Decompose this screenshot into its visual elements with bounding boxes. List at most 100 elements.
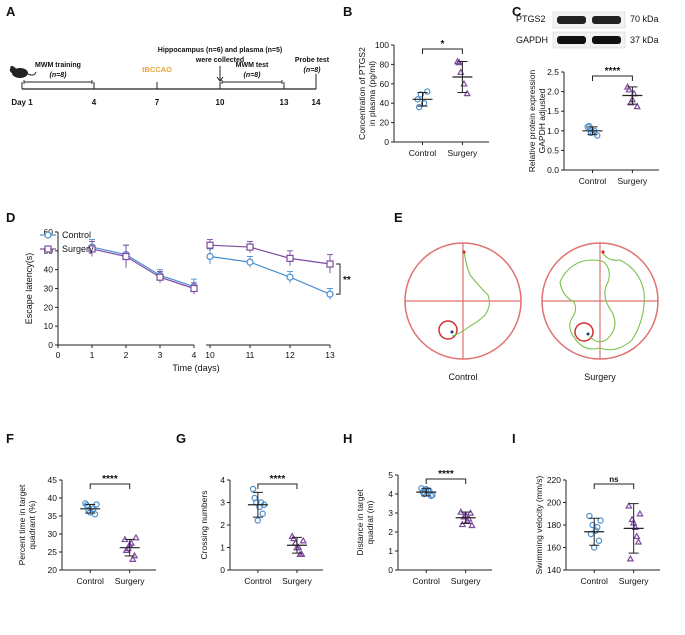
y-tick-label: 2 bbox=[220, 520, 225, 530]
x-tick-label: 11 bbox=[246, 350, 255, 360]
y-tick-label: 160 bbox=[547, 543, 561, 553]
data-point-control bbox=[326, 290, 334, 298]
data-point-surgery bbox=[130, 551, 139, 559]
data-point-surgery bbox=[633, 102, 641, 110]
x-tick-label: Surgery bbox=[619, 576, 650, 586]
significance-bracket bbox=[89, 483, 131, 489]
significance-bracket bbox=[592, 75, 633, 81]
panel-label-d: D bbox=[6, 210, 15, 225]
data-point-control bbox=[83, 502, 91, 509]
significance-label: ** bbox=[343, 275, 351, 286]
y-tick-label: 40 bbox=[48, 493, 58, 503]
y-tick-label: 3 bbox=[220, 498, 225, 508]
data-point-control bbox=[597, 517, 604, 524]
y-axis-label: quadrat (m) bbox=[365, 500, 375, 544]
y-tick-label: 1.0 bbox=[547, 126, 559, 136]
timeline-day-13: 13 bbox=[280, 98, 289, 107]
y-axis-label: GAPDH adjusted bbox=[537, 88, 547, 153]
series-line-surgery bbox=[91, 248, 195, 290]
y-tick-label: 140 bbox=[547, 565, 561, 575]
maze-label-surgery: Surgery bbox=[584, 372, 616, 382]
data-point-surgery bbox=[296, 550, 304, 558]
x-tick-label: 12 bbox=[285, 350, 295, 360]
mwm-test-n: (n=8) bbox=[244, 72, 262, 79]
panel-label-h: H bbox=[343, 431, 352, 446]
legend-label-control: Control bbox=[62, 230, 91, 240]
y-tick-label: 0 bbox=[48, 340, 53, 350]
series-line-surgery bbox=[209, 244, 331, 265]
data-point-surgery bbox=[206, 241, 214, 249]
x-tick-label: Control bbox=[409, 148, 437, 158]
x-tick-label: 0 bbox=[56, 350, 61, 360]
x-tick-label: Surgery bbox=[282, 576, 313, 586]
series-line-control bbox=[91, 246, 195, 288]
y-tick-label: 0.5 bbox=[547, 145, 559, 155]
western-blot: PTGS2 GAPDH 70 kDa 37 kDa bbox=[516, 11, 659, 49]
data-point-control bbox=[595, 537, 603, 544]
panel-label-c: C bbox=[512, 4, 522, 19]
data-point-control bbox=[417, 91, 425, 98]
data-point-control bbox=[424, 88, 431, 95]
tbccao-label: tBCCAO bbox=[142, 65, 172, 74]
y-tick-label: 180 bbox=[547, 520, 561, 530]
y-tick-label: 0 bbox=[384, 137, 389, 147]
chart-crossing-numbers: 0 1 2 3 4 Crossing numbers Control Surgery **** bbox=[199, 474, 323, 586]
data-point-control bbox=[416, 103, 423, 111]
x-tick-label: 10 bbox=[205, 350, 215, 360]
blot-label-ptgs2: PTGS2 bbox=[516, 14, 546, 24]
significance-label: **** bbox=[270, 474, 286, 485]
data-point-surgery bbox=[468, 521, 476, 529]
y-tick-label: 0 bbox=[220, 565, 225, 575]
data-point-control bbox=[206, 252, 214, 261]
x-tick-label: Control bbox=[76, 576, 104, 586]
y-tick-label: 45 bbox=[48, 475, 58, 485]
x-tick-label: 2 bbox=[124, 350, 129, 360]
significance-bracket bbox=[425, 478, 467, 484]
timeline-day-7: 7 bbox=[155, 98, 160, 107]
significance-bracket bbox=[422, 48, 463, 54]
x-tick-label: 13 bbox=[325, 350, 335, 360]
maze-panel: Control Surgery bbox=[404, 242, 659, 382]
x-tick-label: 1 bbox=[90, 350, 95, 360]
y-axis-label: Concentration of PTGS2 bbox=[357, 47, 367, 140]
data-point-surgery bbox=[88, 245, 96, 253]
data-point-surgery bbox=[156, 273, 164, 281]
collection-label-line2: were collected bbox=[195, 57, 244, 64]
x-tick-label: Control bbox=[244, 576, 272, 586]
data-point-control bbox=[251, 494, 258, 502]
y-tick-label: 5 bbox=[388, 470, 393, 480]
y-tick-label: 20 bbox=[44, 302, 54, 312]
significance-label: **** bbox=[102, 474, 118, 485]
panel-label-e: E bbox=[394, 210, 403, 225]
data-point-surgery bbox=[463, 89, 471, 97]
panel-label-f: F bbox=[6, 431, 14, 446]
x-tick-label: Surgery bbox=[451, 576, 482, 586]
y-axis-label: Percent time in target bbox=[17, 484, 27, 565]
timeline-day-14: 14 bbox=[312, 98, 321, 107]
mwm-training-n: (n=8) bbox=[50, 72, 68, 79]
chart-relative-protein-expression: 0.0 0.5 1.0 1.5 2.0 2.5 Relative protein expre… bbox=[527, 66, 659, 186]
data-point-surgery bbox=[625, 501, 633, 509]
y-tick-label: 10 bbox=[44, 321, 54, 331]
data-point-control bbox=[286, 273, 294, 281]
data-point-control bbox=[249, 485, 257, 493]
x-tick-label: 3 bbox=[158, 350, 163, 360]
chart-distance-target-quadrat: 0 1 2 3 4 5 Distance in target quadrat (m) Contr… bbox=[355, 469, 492, 586]
data-point-surgery bbox=[122, 546, 131, 553]
data-point-surgery bbox=[246, 243, 254, 251]
blot-label-gapdh: GAPDH bbox=[516, 35, 548, 45]
legend-marker-control bbox=[44, 231, 52, 239]
data-point-control bbox=[586, 122, 593, 130]
chart-escape-latency: 01020304050600123410111213Time (days)Esc… bbox=[24, 227, 351, 373]
y-axis-label: Relative protein expression bbox=[527, 69, 537, 172]
y-tick-label: 40 bbox=[44, 265, 54, 275]
significance-label: ns bbox=[609, 475, 619, 484]
blot-kda-gapdh: 37 kDa bbox=[630, 35, 659, 45]
y-tick-label: 80 bbox=[380, 59, 390, 69]
y-axis-label: Crossing numbers bbox=[199, 491, 209, 560]
data-point-surgery bbox=[326, 260, 334, 268]
swim-path-control bbox=[451, 250, 491, 337]
y-tick-label: 60 bbox=[380, 79, 390, 89]
